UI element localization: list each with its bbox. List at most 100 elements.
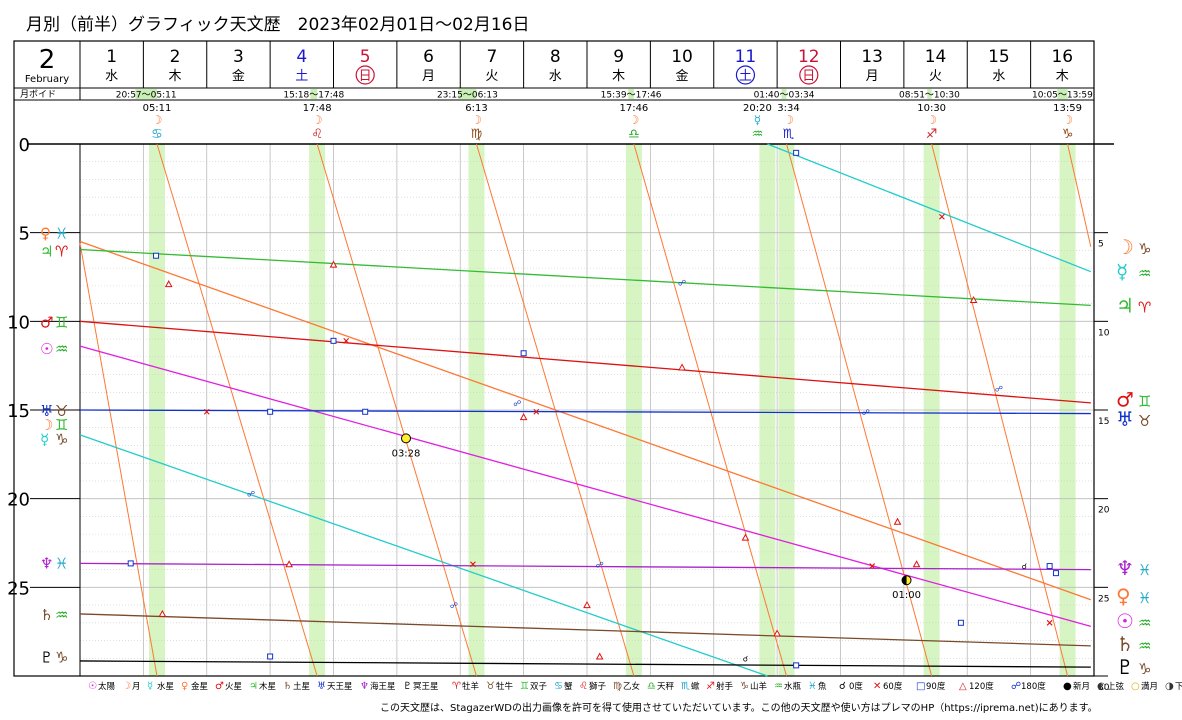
planet-line (79, 248, 1091, 307)
legend-icon: ♑ (740, 681, 749, 692)
planet-line (786, 143, 933, 677)
left-planet-sign-icon: ♊ (55, 416, 68, 434)
ingress-time: 10:30 (917, 103, 946, 114)
left-planet-sign-icon: ♈ (55, 242, 68, 260)
right-planet-sign-icon: ♒ (1138, 637, 1151, 655)
weekday-label: 月 (866, 69, 879, 84)
planet-line (79, 660, 1091, 668)
aspect-trine-marker (519, 413, 528, 421)
legend-label: 魚 (818, 681, 827, 692)
aspect-opposition-marker: ☍ (513, 399, 521, 408)
left-planet-sign-icon: ♒ (55, 606, 68, 624)
right-planet-sign-icon: ♒ (1138, 614, 1151, 632)
legend-icon: ♂ (215, 681, 224, 692)
left-planet-sign-icon: ♒ (55, 340, 68, 358)
legend-icon: ♓ (808, 681, 817, 692)
legend-icon: ♈ (452, 681, 461, 692)
legend-label: 180度 (1021, 681, 1046, 692)
right-planet-sign-icon: ♄ (1116, 632, 1134, 656)
weekday-label: 土 (739, 69, 752, 84)
void-time: 15:18〜17:48 (283, 91, 344, 101)
void-bar (781, 89, 787, 99)
legend-label: 60度 (883, 681, 903, 692)
left-planet-sign-icon: ♀ (40, 225, 51, 243)
right-planet-sign-icon: ☽ (1116, 235, 1134, 259)
ingress-sign-icon: ♍ (471, 127, 483, 142)
aspect-square-marker (957, 619, 964, 626)
legend-icon: ♃ (249, 681, 258, 692)
legend-label: 120度 (969, 681, 994, 692)
legend-icon: ♍ (613, 681, 622, 692)
legend-icon: ♊ (520, 681, 529, 692)
aspect-opposition-marker: ☍ (596, 560, 604, 569)
full-moon-icon (401, 433, 412, 444)
void-time: 15:39〜17:46 (601, 91, 662, 101)
planet-line (79, 409, 1091, 415)
legend-label: 天秤 (657, 681, 675, 692)
aspect-trine-marker (912, 560, 921, 568)
aspect-trine-marker (285, 560, 293, 568)
legend-icon: ♀ (181, 681, 188, 692)
legend-label: 蟹 (564, 681, 573, 692)
void-bar (628, 89, 634, 99)
legend-icon: □ (916, 681, 925, 692)
void-bar (310, 89, 318, 99)
void-time: 20:57〜05:11 (116, 91, 177, 101)
aspect-sextile-marker (203, 408, 210, 415)
void-row-label: 月ボイド (20, 89, 56, 100)
aspect-trine-marker (158, 609, 167, 617)
left-planet-sign-icon: ♓ (55, 225, 68, 243)
legend-label: 水瓶 (784, 681, 802, 692)
legend-label: 火星 (225, 682, 242, 692)
ingress-body-icon: ☽ (926, 113, 937, 127)
ingress-sign-icon: ♎ (628, 127, 640, 142)
day-number: 15 (988, 47, 1010, 67)
void-time: 23:15〜06:13 (437, 91, 498, 101)
y-tick-label-right: 25 (1098, 594, 1109, 604)
month-number: 2 (39, 45, 56, 75)
day-number: 13 (861, 47, 883, 67)
right-planet-sign-icon: ♓ (1138, 561, 1151, 579)
right-planet-sign-icon: ♇ (1116, 655, 1134, 679)
aspect-trine-marker (595, 652, 604, 660)
ingress-time: 6:13 (465, 103, 487, 114)
left-planet-sign-icon: ♑ (55, 430, 68, 448)
void-bar (135, 89, 158, 99)
day-number: 10 (671, 47, 693, 67)
ingress-sign-icon: ♌ (311, 127, 323, 142)
weekday-label: 日 (802, 69, 815, 84)
legend-icon: ♌ (579, 681, 588, 692)
y-tick-label-right: 5 (1098, 240, 1104, 250)
day-number: 1 (106, 47, 117, 67)
last-quarter-moon-shade (902, 575, 907, 585)
weekday-label: 火 (929, 69, 942, 84)
day-number: 7 (487, 47, 498, 67)
legend-label: 牡羊 (462, 681, 480, 692)
left-planet-sign-icon: ♂ (40, 313, 53, 331)
right-planet-sign-icon: ♊ (1138, 392, 1151, 410)
aspect-square-marker (267, 653, 274, 660)
aspect-conjunction-marker: ☌ (743, 654, 748, 663)
weekday-label: 水 (549, 69, 562, 84)
planet-line (316, 143, 477, 677)
legend-icon: ◐ (1097, 681, 1106, 692)
aspect-sextile-marker (869, 563, 876, 569)
aspect-square-marker (1052, 570, 1059, 577)
aspect-sextile-marker (533, 408, 540, 415)
aspect-square-marker (267, 408, 274, 415)
left-planet-sign-icon: ♄ (40, 606, 53, 624)
legend-icon: ☉ (88, 681, 97, 692)
right-planet-sign-icon: ☿ (1116, 260, 1128, 284)
ingress-body-icon: ☿ (754, 113, 761, 127)
legend-icon: ☿ (147, 681, 153, 692)
weekday-label: 木 (169, 69, 182, 84)
legend-icon: △ (959, 681, 967, 692)
aspect-opposition-marker: ☍ (862, 408, 870, 417)
day-number: 6 (423, 47, 434, 67)
legend-label: 土星 (293, 681, 310, 692)
aspect-square-marker (153, 252, 160, 259)
ingress-sign-icon: ♋ (151, 127, 163, 142)
legend-icon: ☌ (839, 681, 846, 692)
legend-icon: ☽ (122, 681, 131, 692)
